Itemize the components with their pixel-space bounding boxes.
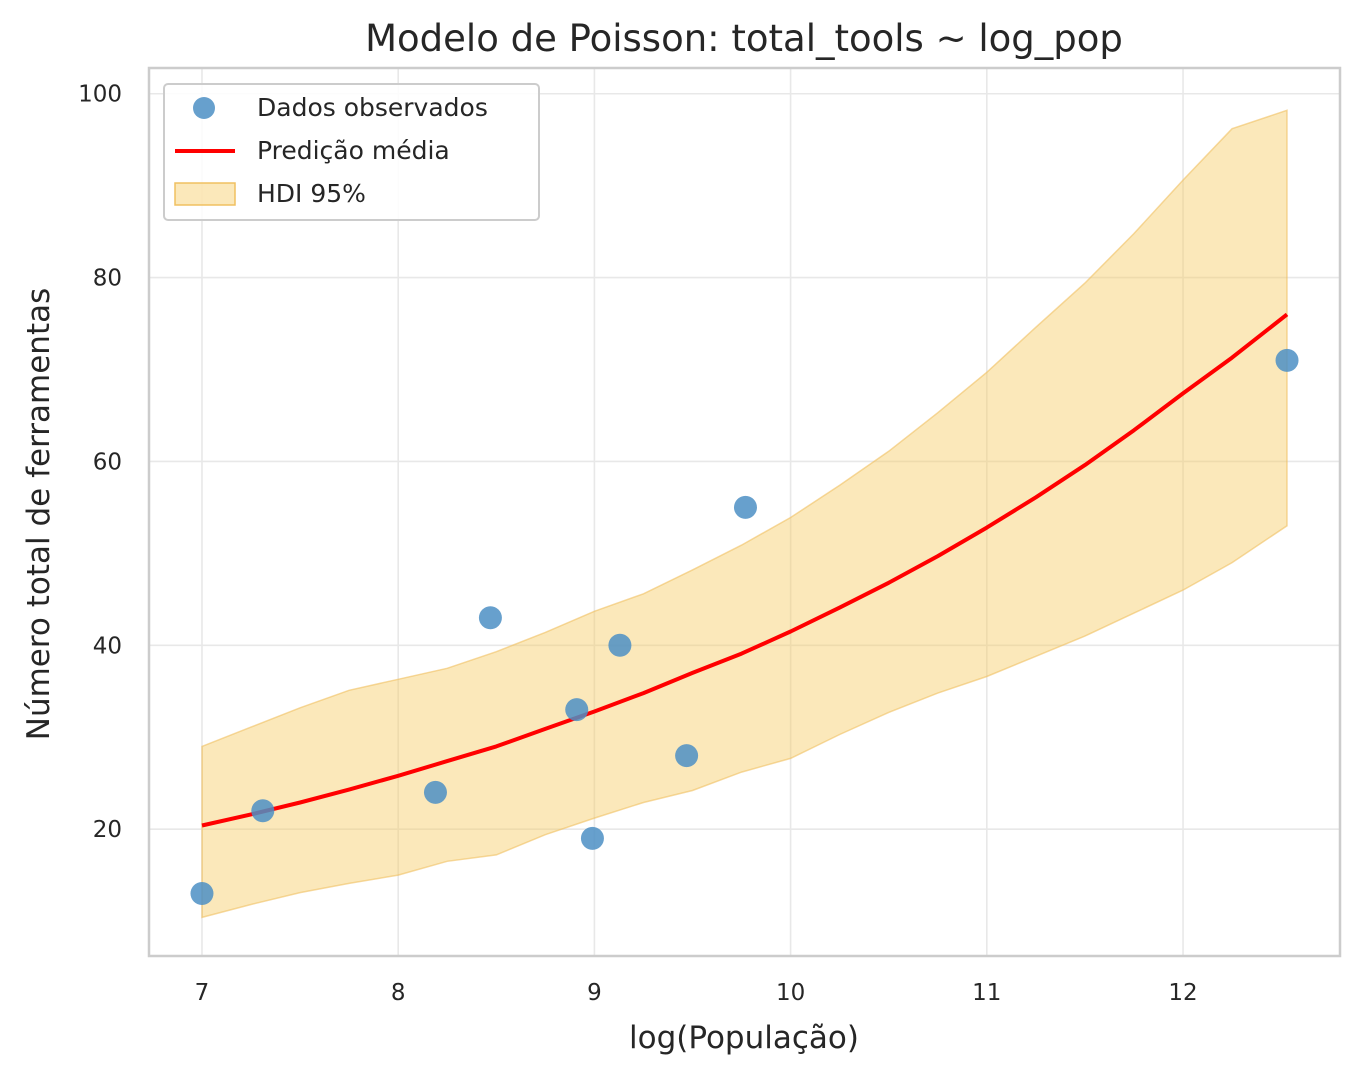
legend-marker-observed [193, 97, 215, 119]
legend-label-observed: Dados observados [257, 93, 488, 122]
observed-point [565, 698, 589, 722]
x-tick-label: 10 [776, 980, 805, 1006]
x-tick-label: 11 [972, 980, 1001, 1006]
hdi-band-layer [201, 109, 1288, 919]
observed-point [1275, 348, 1299, 372]
observed-point [608, 633, 632, 657]
legend-label-prediction: Predição média [257, 136, 450, 165]
observed-point [190, 881, 214, 905]
y-tick-label: 100 [78, 82, 122, 108]
legend-box [163, 83, 540, 221]
observed-point [675, 744, 699, 768]
observed-point [478, 606, 502, 630]
observed-point [423, 780, 447, 804]
y-tick-label: 20 [93, 817, 122, 843]
observed-points-layer [190, 348, 1299, 905]
x-tick-label: 12 [1168, 980, 1197, 1006]
x-axis-label: log(População) [629, 1020, 859, 1056]
y-axis-label: Número total de ferramentas [21, 288, 57, 740]
legend-label-hdi: HDI 95% [257, 179, 366, 208]
x-tick-label: 9 [587, 980, 602, 1006]
plot-frame [147, 66, 1342, 958]
observed-point [733, 495, 757, 519]
observed-point [580, 826, 604, 850]
y-axis-ticks: 20 40 60 80 100 [78, 82, 122, 843]
prediction-line-layer [201, 312, 1289, 828]
legend-patch-hdi [174, 182, 236, 206]
x-tick-label: 8 [391, 980, 406, 1006]
y-tick-label: 60 [93, 449, 122, 475]
prediction-line [201, 312, 1289, 828]
x-axis-ticks: 7 8 9 10 11 12 [195, 980, 1198, 1006]
hdi-band [201, 109, 1288, 919]
legend: Dados observados Predição média HDI 95% [163, 83, 540, 221]
chart-title: Modelo de Poisson: total_tools ~ log_pop [365, 17, 1123, 60]
x-tick-label: 7 [195, 980, 210, 1006]
y-tick-label: 40 [93, 633, 122, 659]
y-tick-label: 80 [93, 266, 122, 292]
observed-point [251, 799, 275, 823]
